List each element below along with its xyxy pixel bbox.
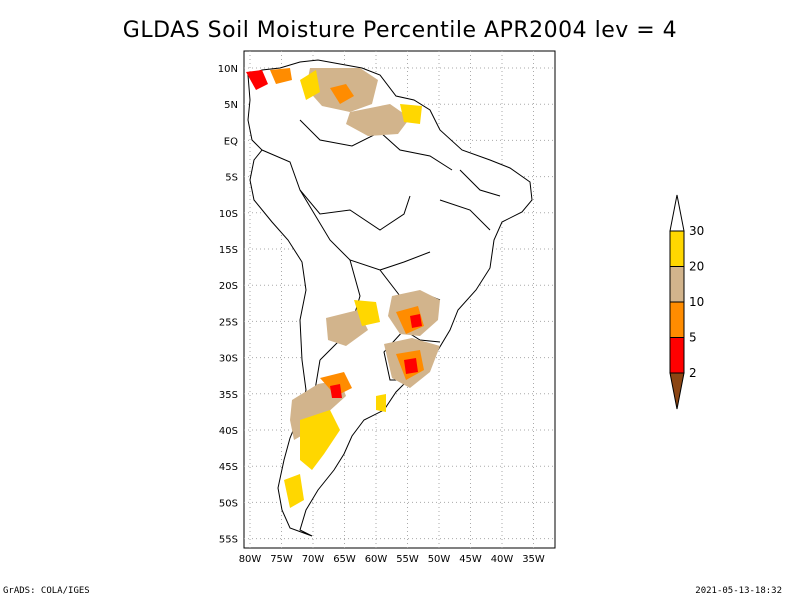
- lat-label: 20S: [219, 281, 238, 292]
- shading-north-4: [400, 104, 422, 124]
- moisture-shading: [246, 68, 440, 508]
- longitude-labels: 80W 75W 70W 65W 60W 55W 50W 45W 40W 35W: [239, 554, 545, 565]
- lon-label: 50W: [428, 554, 451, 565]
- shading-north-3: [300, 70, 320, 100]
- lat-label: 25S: [219, 317, 238, 328]
- map-title: GLDAS Soil Moisture Percentile APR2004 l…: [122, 18, 678, 43]
- colorbar: 30 20 10 5 2: [669, 194, 704, 410]
- lon-label: 75W: [270, 554, 293, 565]
- footer-credit: GrADS: COLA/IGES: [3, 586, 90, 596]
- colorbar-swatch: [669, 266, 685, 303]
- lon-label: 45W: [459, 554, 482, 565]
- colorbar-bottom-arrow: [669, 372, 685, 410]
- shading-northwest: [246, 70, 268, 90]
- footer-timestamp: 2021-05-13-18:32: [695, 586, 782, 596]
- lat-label: 50S: [219, 498, 238, 509]
- lat-label: 5N: [224, 100, 238, 111]
- colorbar-label: 10: [689, 295, 704, 309]
- colorbar-label: 5: [689, 331, 697, 345]
- lat-label: 45S: [219, 462, 238, 473]
- shading-central-chile-2: [320, 372, 352, 396]
- colorbar-top-arrow: [669, 194, 685, 232]
- lat-label: 10N: [218, 64, 238, 75]
- lat-label: 30S: [219, 354, 238, 365]
- lon-label: 55W: [396, 554, 419, 565]
- lat-label: 10S: [219, 209, 238, 220]
- lon-label: 80W: [239, 554, 262, 565]
- shading-paraguay-2: [354, 300, 380, 326]
- lat-label: 5S: [225, 173, 238, 184]
- shading-north-2: [346, 104, 410, 136]
- lon-label: 70W: [302, 554, 325, 565]
- colorbar-label: 20: [689, 260, 704, 274]
- colorbar-swatch: [669, 230, 685, 267]
- lat-label: EQ: [224, 136, 238, 147]
- colorbar-swatch: [669, 301, 685, 338]
- latitude-labels: 10N 5N EQ 5S 10S 15S 20S 25S 30S 35S 40S 45S 50S 55S: [218, 64, 238, 546]
- lat-label: 40S: [219, 426, 238, 437]
- lat-label: 15S: [219, 245, 238, 256]
- lat-label: 55S: [219, 535, 238, 546]
- colorbar-label: 2: [689, 366, 697, 380]
- shading-south-tip: [284, 474, 304, 508]
- shading-patagonia: [300, 410, 340, 470]
- shading-central-chile-3: [330, 384, 342, 398]
- shading-south-brazil-3: [410, 314, 422, 328]
- colorbar-swatch: [669, 337, 685, 374]
- lon-label: 65W: [333, 554, 356, 565]
- shading-buenos-aires: [376, 394, 386, 412]
- lon-label: 35W: [522, 554, 545, 565]
- lat-label: 35S: [219, 390, 238, 401]
- shading-uruguay-3: [404, 358, 418, 374]
- shading-northwest-2: [270, 68, 292, 84]
- shading-north-5: [330, 84, 354, 104]
- lon-label: 60W: [365, 554, 388, 565]
- lon-label: 40W: [491, 554, 514, 565]
- colorbar-label: 30: [689, 224, 704, 238]
- shading-paraguay: [326, 310, 368, 346]
